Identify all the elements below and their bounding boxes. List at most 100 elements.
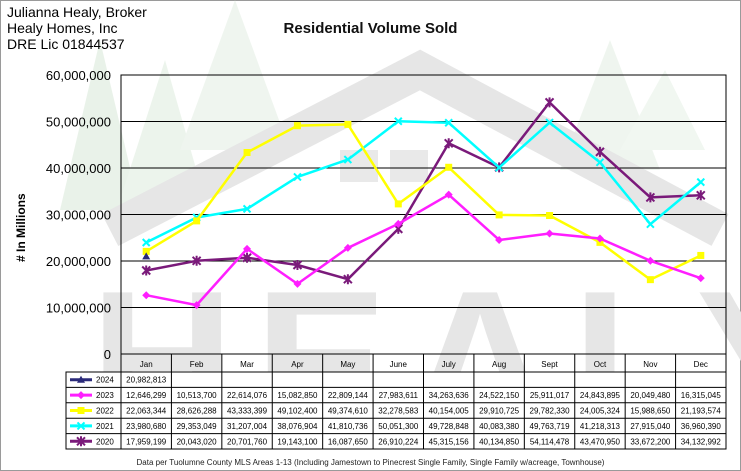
y-tick-label: 0 — [104, 347, 111, 362]
table-cell: 50,051,300 — [378, 422, 419, 431]
chart-title-wrap: Residential Volume Sold — [0, 20, 741, 37]
data-point-2022 — [445, 163, 453, 171]
data-point-2022 — [293, 122, 301, 130]
data-point-2021 — [394, 117, 403, 126]
table-cell: 10,513,700 — [177, 391, 218, 400]
table-cell: 24,522,150 — [479, 391, 520, 400]
table-cell: 49,102,400 — [277, 407, 318, 416]
x-tick-label: Jan — [140, 360, 153, 369]
table-cell: 34,132,992 — [681, 437, 722, 446]
data-point-2023 — [192, 301, 201, 310]
x-tick-label: Dec — [694, 360, 708, 369]
table-cell: 31,207,004 — [227, 422, 268, 431]
x-tick-label: June — [390, 360, 408, 369]
table-cell: 29,353,049 — [177, 422, 218, 431]
footnote: Data per Tuolumne County MLS Areas 1-13 … — [136, 458, 605, 467]
table-cell: 49,374,610 — [328, 407, 369, 416]
data-point-2021 — [595, 158, 605, 167]
data-point-2022 — [142, 247, 150, 255]
table-cell: 15,988,650 — [630, 407, 671, 416]
table-cell: 20,043,020 — [177, 437, 218, 446]
data-point-2022 — [646, 276, 654, 284]
table-cell: 43,333,399 — [227, 407, 268, 416]
data-point-2020 — [191, 255, 202, 266]
table-cell: 23,980,680 — [126, 422, 167, 431]
data-point-2022 — [344, 120, 352, 128]
table-cell: 22,063,344 — [126, 407, 167, 416]
table-cell: 21,193,574 — [681, 407, 722, 416]
table-cell: 32,278,583 — [378, 407, 419, 416]
legend-marker — [77, 391, 85, 400]
table-cell: 40,154,005 — [429, 407, 470, 416]
data-point-2021 — [494, 163, 504, 172]
data-point-2021 — [696, 177, 705, 187]
broker-company: Healy Homes, Inc — [7, 20, 118, 36]
table-cell: 22,614,076 — [227, 391, 268, 400]
x-tick-label: Aug — [492, 360, 506, 369]
table-cell: 54,114,478 — [530, 437, 570, 446]
legend-marker — [76, 436, 86, 447]
data-point-2023 — [243, 244, 252, 253]
series-line-2021 — [145, 120, 702, 244]
data-point-2021 — [545, 118, 554, 127]
x-tick-label: Mar — [240, 360, 254, 369]
data-point-2020 — [343, 274, 353, 285]
data-point-2022 — [394, 200, 402, 208]
legend-marker — [77, 407, 85, 414]
legend-label: 2022 — [96, 407, 114, 416]
data-point-2023 — [293, 279, 302, 288]
data-point-2023 — [595, 234, 604, 243]
table-cell: 16,315,045 — [681, 391, 722, 400]
table-cell: 33,672,200 — [630, 437, 671, 446]
table-cell: 16,087,650 — [328, 437, 369, 446]
data-point-2023 — [696, 274, 705, 283]
data-point-2023 — [495, 235, 504, 244]
legend-label: 2024 — [96, 376, 114, 385]
table-cell: 25,911,017 — [530, 391, 570, 400]
broker-name: Julianna Healy, Broker — [7, 4, 147, 20]
data-point-2021 — [242, 204, 252, 214]
data-point-2023 — [343, 243, 352, 252]
x-tick-label: Feb — [190, 360, 204, 369]
table-cell: 29,910,725 — [479, 407, 520, 416]
x-tick-label: Nov — [643, 360, 657, 369]
data-point-2021 — [646, 219, 655, 229]
chart-title: Residential Volume Sold — [283, 20, 458, 37]
table-cell: 24,005,324 — [580, 407, 621, 416]
series-line-2023 — [145, 193, 702, 307]
legend-label: 2021 — [96, 422, 114, 431]
y-tick-label: 30,000,000 — [46, 208, 111, 223]
data-point-2020 — [544, 97, 555, 108]
table-cell: 28,626,288 — [177, 407, 218, 416]
data-point-2022 — [495, 211, 503, 219]
data-point-2022 — [546, 212, 554, 220]
data-table — [65, 371, 727, 450]
data-point-2023 — [444, 190, 453, 199]
y-tick-label: 20,000,000 — [46, 254, 111, 269]
table-cell: 22,809,144 — [328, 391, 369, 400]
table-cell: 15,082,850 — [277, 391, 318, 400]
data-point-2020 — [696, 190, 706, 201]
table-cell: 41,810,736 — [328, 422, 369, 431]
table-cell: 26,910,224 — [378, 437, 419, 446]
data-point-2021 — [343, 155, 353, 164]
table-cell: 49,763,719 — [530, 422, 571, 431]
table-cell: 27,983,611 — [379, 391, 419, 400]
table-cell: 34,263,636 — [429, 391, 470, 400]
table-cell: 20,049,480 — [630, 391, 671, 400]
data-point-2023 — [394, 219, 403, 228]
table-cell: 49,728,848 — [429, 422, 470, 431]
x-tick-label: Apr — [291, 360, 304, 369]
data-point-2020 — [444, 138, 454, 149]
data-point-2022 — [193, 217, 201, 225]
data-point-2020 — [292, 259, 303, 270]
data-point-2020 — [242, 252, 252, 263]
table-cell: 20,982,813 — [126, 376, 167, 385]
legend-marker — [77, 375, 85, 383]
data-point-2021 — [444, 118, 453, 127]
y-tick-label: 10,000,000 — [46, 301, 111, 316]
data-point-2023 — [646, 256, 655, 265]
x-tick-label: July — [442, 360, 456, 369]
table-cell: 27,915,040 — [630, 422, 671, 431]
broker-license: DRE Lic 01844537 — [7, 36, 125, 52]
